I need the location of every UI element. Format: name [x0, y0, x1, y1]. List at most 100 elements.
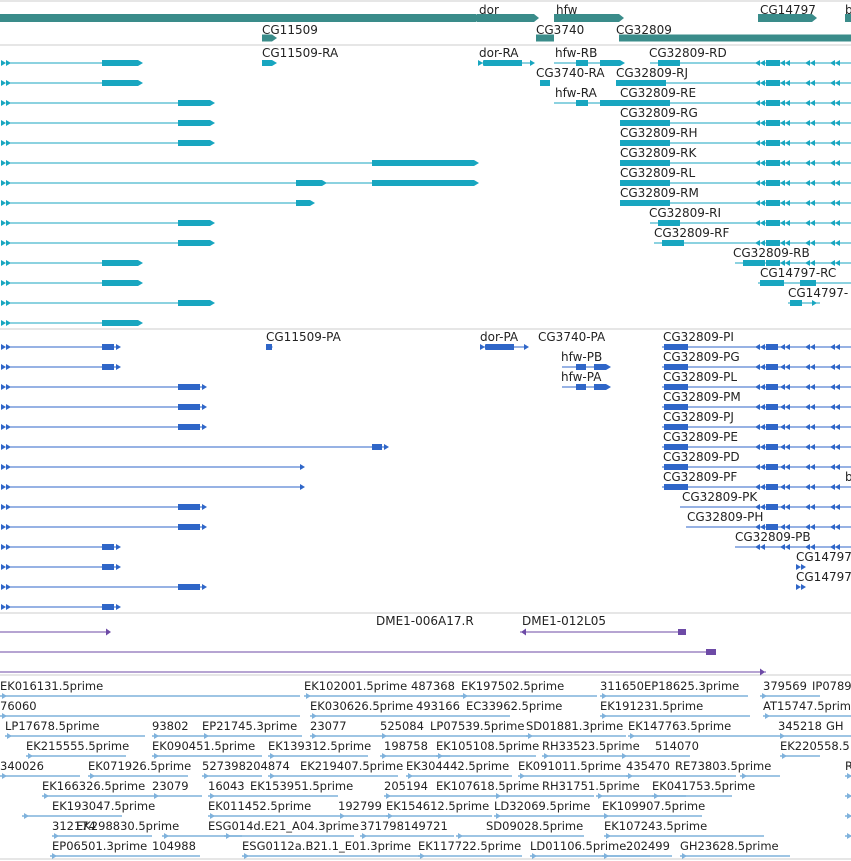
- feature-label[interactable]: EK298830.5prime: [76, 819, 179, 833]
- feature-exon[interactable]: [743, 260, 765, 266]
- strand-arrow-right[interactable]: [6, 200, 11, 206]
- strand-arrow-right[interactable]: [1, 424, 6, 430]
- strand-arrow-right[interactable]: [226, 833, 231, 839]
- strand-arrow-right[interactable]: [6, 60, 11, 66]
- feature-exon[interactable]: [620, 120, 670, 126]
- strand-arrow-left[interactable]: [805, 120, 810, 126]
- feature-exon[interactable]: [800, 280, 816, 286]
- feature-exon[interactable]: [620, 160, 670, 166]
- gene-span[interactable]: [262, 34, 272, 42]
- feature-exon[interactable]: [766, 260, 780, 266]
- feature-label[interactable]: 312174: [52, 819, 96, 833]
- strand-arrow-right[interactable]: [1, 484, 6, 490]
- feature-exon[interactable]: [576, 100, 588, 106]
- feature-exon[interactable]: [664, 444, 688, 450]
- feature-label[interactable]: CG32809-PI: [663, 330, 734, 344]
- strand-arrow-right[interactable]: [6, 584, 11, 590]
- strand-arrow-right[interactable]: [796, 584, 801, 590]
- strand-arrow-left[interactable]: [760, 80, 765, 86]
- strand-arrow-right[interactable]: [602, 693, 607, 699]
- feature-exon[interactable]: [766, 120, 780, 126]
- strand-arrow-right[interactable]: [138, 280, 143, 286]
- strand-arrow-right[interactable]: [1, 524, 6, 530]
- feature-exon[interactable]: [372, 444, 382, 450]
- strand-arrow-right[interactable]: [1, 80, 6, 86]
- feature-label[interactable]: EK030626.5prime: [310, 699, 413, 713]
- strand-arrow-left[interactable]: [760, 180, 765, 186]
- feature-label[interactable]: ESG014d.E21_A04.3prime: [208, 819, 359, 833]
- strand-arrow-left[interactable]: [785, 404, 790, 410]
- strand-arrow-right[interactable]: [210, 220, 215, 226]
- gene-span[interactable]: [477, 14, 534, 22]
- feature-label[interactable]: RH33523.5prime: [542, 739, 640, 753]
- feature-label[interactable]: CG32809-RF: [654, 226, 730, 240]
- strand-arrow-right[interactable]: [6, 464, 11, 470]
- strand-arrow-left[interactable]: [835, 364, 840, 370]
- strand-arrow-right[interactable]: [801, 564, 806, 570]
- strand-arrow-left[interactable]: [785, 444, 790, 450]
- strand-arrow-left[interactable]: [755, 60, 760, 66]
- strand-arrow-right[interactable]: [622, 753, 627, 759]
- feature-exon[interactable]: [664, 364, 688, 370]
- strand-arrow-left[interactable]: [835, 484, 840, 490]
- strand-arrow-right[interactable]: [210, 120, 215, 126]
- strand-arrow-left[interactable]: [810, 180, 815, 186]
- feature-label[interactable]: CG32809-PL: [663, 370, 737, 384]
- feature-label[interactable]: 93802: [152, 719, 189, 733]
- strand-arrow-left[interactable]: [835, 180, 840, 186]
- feature-exon[interactable]: [178, 220, 210, 226]
- strand-arrow-left[interactable]: [810, 524, 815, 530]
- feature-exon[interactable]: [372, 160, 474, 166]
- feature-label[interactable]: EK191231.5prime: [600, 699, 703, 713]
- feature-label[interactable]: 205194: [384, 779, 428, 793]
- feature-label[interactable]: 104988: [152, 839, 196, 853]
- strand-arrow-left[interactable]: [835, 260, 840, 266]
- strand-arrow-left[interactable]: [780, 444, 785, 450]
- strand-arrow-left[interactable]: [830, 240, 835, 246]
- feature-exon[interactable]: [484, 60, 522, 66]
- strand-arrow-left[interactable]: [785, 424, 790, 430]
- feature-label[interactable]: 311650: [600, 679, 644, 693]
- strand-arrow-right[interactable]: [6, 120, 11, 126]
- feature-label[interactable]: EK153951.5prime: [250, 779, 353, 793]
- strand-arrow-left[interactable]: [760, 444, 765, 450]
- feature-exon[interactable]: [102, 604, 114, 610]
- feature-exon[interactable]: [102, 344, 114, 350]
- strand-arrow-left[interactable]: [755, 80, 760, 86]
- strand-arrow-left[interactable]: [830, 220, 835, 226]
- strand-arrow-left[interactable]: [810, 504, 815, 510]
- feature-label[interactable]: 525084: [380, 719, 424, 733]
- strand-arrow-left[interactable]: [805, 60, 810, 66]
- feature-exon[interactable]: [664, 424, 688, 430]
- feature-label[interactable]: EK109907.5prime: [602, 799, 705, 813]
- strand-arrow-left[interactable]: [830, 140, 835, 146]
- strand-arrow-right[interactable]: [6, 80, 11, 86]
- strand-arrow-right[interactable]: [496, 813, 501, 819]
- feature-label[interactable]: 23079: [152, 779, 189, 793]
- strand-arrow-right[interactable]: [606, 384, 611, 390]
- feature-label[interactable]: GH: [826, 719, 844, 733]
- strand-arrow-left[interactable]: [805, 240, 810, 246]
- feature-label[interactable]: DME1-012L05: [522, 614, 606, 628]
- gene-span[interactable]: [554, 14, 619, 22]
- strand-arrow-left[interactable]: [760, 100, 765, 106]
- strand-arrow-right[interactable]: [6, 544, 11, 550]
- feature-exon[interactable]: [296, 180, 322, 186]
- feature-exon[interactable]: [102, 364, 114, 370]
- strand-arrow-right[interactable]: [1, 260, 6, 266]
- feature-label[interactable]: hfw-PB: [561, 350, 602, 364]
- strand-arrow-right[interactable]: [544, 753, 549, 759]
- strand-arrow-right[interactable]: [654, 793, 659, 799]
- strand-arrow-left[interactable]: [755, 544, 760, 550]
- feature-label[interactable]: 16043: [208, 779, 245, 793]
- strand-arrow-right[interactable]: [6, 604, 11, 610]
- strand-arrow-right[interactable]: [742, 773, 747, 779]
- feature-label[interactable]: R: [845, 759, 851, 773]
- strand-arrow-left[interactable]: [810, 220, 815, 226]
- feature-exon[interactable]: [594, 364, 606, 370]
- feature-label[interactable]: 487368: [411, 679, 455, 693]
- strand-arrow-right[interactable]: [1, 320, 6, 326]
- feature-label[interactable]: 435470: [626, 759, 670, 773]
- feature-exon[interactable]: [678, 629, 686, 635]
- strand-arrow-right[interactable]: [6, 344, 11, 350]
